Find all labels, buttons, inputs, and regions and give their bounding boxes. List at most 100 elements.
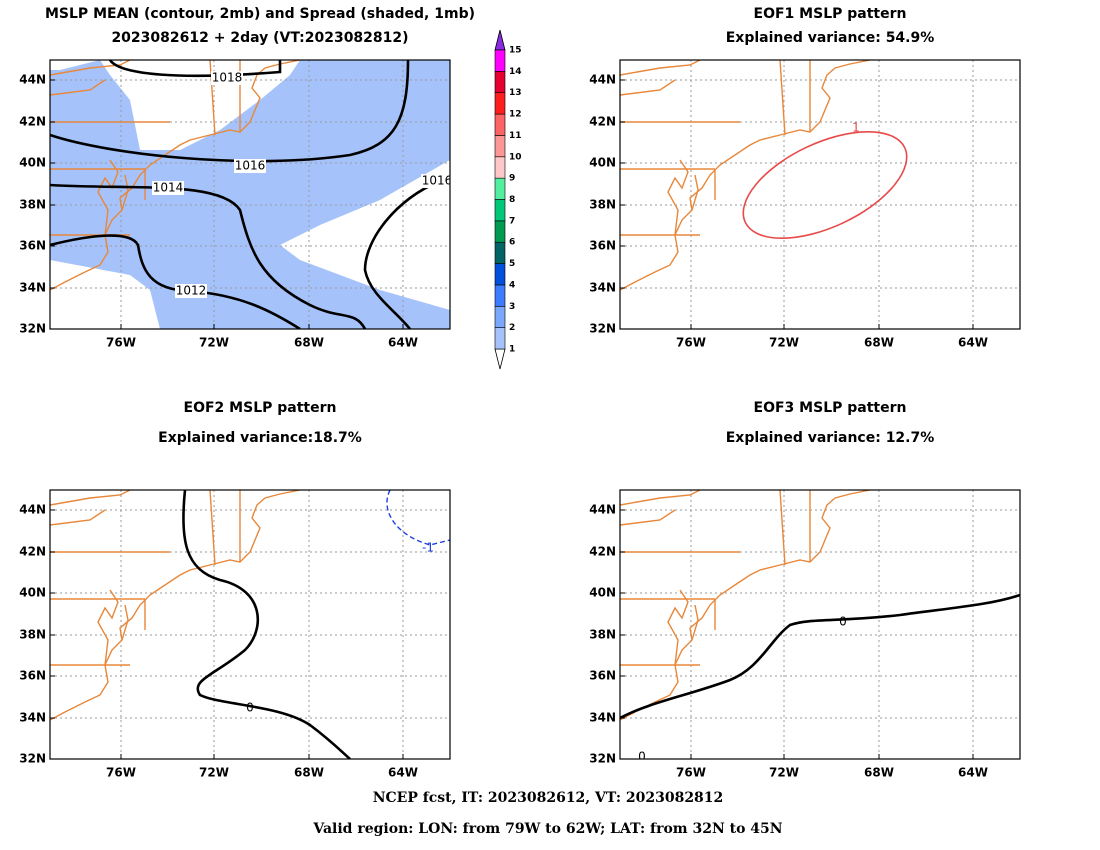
colorbar-label: 6 (509, 238, 515, 248)
colorbar-box (494, 241, 506, 264)
colorbar-label: 2 (509, 323, 515, 333)
colorbar-label: 15 (509, 46, 522, 56)
contour-label: 1014 (153, 181, 184, 195)
coastline (50, 490, 301, 721)
lat-label: 36N (589, 239, 616, 253)
map-frame (49, 59, 451, 330)
lon-label: 64W (388, 336, 418, 350)
panel-subtitle: Explained variance: 12.7% (726, 430, 935, 446)
contour-label-bg (211, 71, 243, 85)
colorbar-box (494, 71, 506, 94)
contour (108, 60, 282, 78)
colorbar-box (494, 177, 506, 200)
colorbar-box (494, 305, 506, 328)
lat-label: 42N (19, 545, 46, 559)
colorbar-box (494, 327, 506, 350)
coastline (620, 490, 871, 721)
lat-label: 40N (19, 586, 46, 600)
lat-label: 42N (19, 115, 46, 129)
lon-label: 68W (294, 766, 324, 780)
colorbar-box (494, 113, 506, 136)
lat-label: 42N (589, 545, 616, 559)
contour-label: 0 (246, 701, 254, 715)
colorbar-low (494, 348, 506, 370)
lon-label: 72W (769, 766, 799, 780)
colorbar-label: 9 (509, 174, 515, 184)
lat-label: 34N (19, 711, 46, 725)
colorbar-box (494, 220, 506, 243)
lat-label: 36N (589, 669, 616, 683)
map-frame (619, 489, 1021, 760)
contour (363, 179, 441, 329)
colorbar-label: 13 (509, 88, 522, 98)
colorbar-box (494, 135, 506, 158)
lat-label: 44N (589, 73, 616, 87)
map-panel: 0 -1 44N 42N 40N 38N 36N 34N 32N 76W 72W 68W 64W (19, 489, 451, 780)
contour (50, 234, 301, 329)
panel-title: EOF2 MSLP pattern (184, 400, 337, 416)
panel-title: MSLP MEAN (contour, 2mb) and Spread (sha… (45, 6, 475, 22)
contour-label: 1016 (422, 174, 453, 188)
unshaded-region (280, 160, 450, 310)
unshaded-region (100, 60, 300, 150)
colorbar-box (494, 156, 506, 179)
map-frame (619, 59, 1021, 330)
map-area: 1018 1016 1014 1016 1012 (50, 60, 453, 329)
panel-title: EOF3 MSLP pattern (754, 400, 907, 416)
colorbar-label: 1 (509, 345, 515, 355)
contour-label: -1 (422, 541, 434, 555)
colorbar-box (494, 92, 506, 115)
panel-subtitle: Explained variance:18.7% (158, 430, 362, 446)
colorbar-label: 14 (509, 67, 522, 77)
map-panel: 1018 1016 1014 1016 1012 44N 42N 40N 38N 36N 34N 32… (19, 59, 453, 350)
lat-label: 40N (589, 586, 616, 600)
lat-label: 32N (589, 752, 616, 766)
lat-label: 38N (589, 628, 616, 642)
contour-label: 1016 (235, 159, 266, 173)
colorbar-label: 8 (509, 195, 515, 205)
unshaded-region (50, 60, 100, 70)
contour-label: 1018 (212, 71, 243, 85)
footer-text: Valid region: LON: from 79W to 62W; LAT:… (312, 821, 782, 837)
contour-label-bg (234, 159, 266, 173)
colorbar-label: 7 (509, 216, 515, 226)
colorbar-box (494, 49, 506, 72)
panel-subtitle: 2023082612 + 2day (VT:2023082812) (111, 30, 408, 46)
lon-label: 64W (958, 766, 988, 780)
map-panel: 1 44N 42N 40N 38N 36N 34N 32N 76W 72W 68W 64W (589, 59, 1021, 350)
colorbar-label: 11 (509, 131, 522, 141)
contour-label-bg (421, 174, 450, 188)
contour (182, 490, 351, 759)
contour-label: 0 (839, 615, 847, 629)
lon-label: 76W (676, 336, 706, 350)
lon-label: 76W (106, 336, 136, 350)
map-area: 00 (620, 490, 1020, 764)
coastline (620, 60, 871, 291)
lat-label: 44N (19, 503, 46, 517)
panel-subtitle: Explained variance: 54.9% (726, 30, 935, 46)
lat-label: 36N (19, 239, 46, 253)
lon-label: 72W (769, 336, 799, 350)
colorbar-high (494, 29, 506, 51)
lat-label: 32N (19, 752, 46, 766)
lon-label: 64W (958, 336, 988, 350)
panel-title: EOF1 MSLP pattern (754, 6, 907, 22)
contour-label: 0 (638, 750, 646, 764)
contour-label: 1 (852, 121, 860, 135)
lat-label: 36N (19, 669, 46, 683)
lon-label: 72W (199, 336, 229, 350)
lat-label: 44N (19, 73, 46, 87)
colorbar-label: 5 (509, 259, 515, 269)
colorbar-label: 12 (509, 110, 522, 120)
map-area: 0 -1 (50, 490, 450, 759)
lon-label: 68W (864, 336, 894, 350)
contour-negative (386, 490, 450, 546)
colorbar-box (494, 284, 506, 307)
unshaded-region (50, 260, 160, 329)
lon-label: 68W (294, 336, 324, 350)
map-area: 1 (620, 60, 1020, 329)
footer-text: NCEP fcst, IT: 2023082612, VT: 202308281… (373, 790, 724, 806)
colorbar-box (494, 199, 506, 222)
